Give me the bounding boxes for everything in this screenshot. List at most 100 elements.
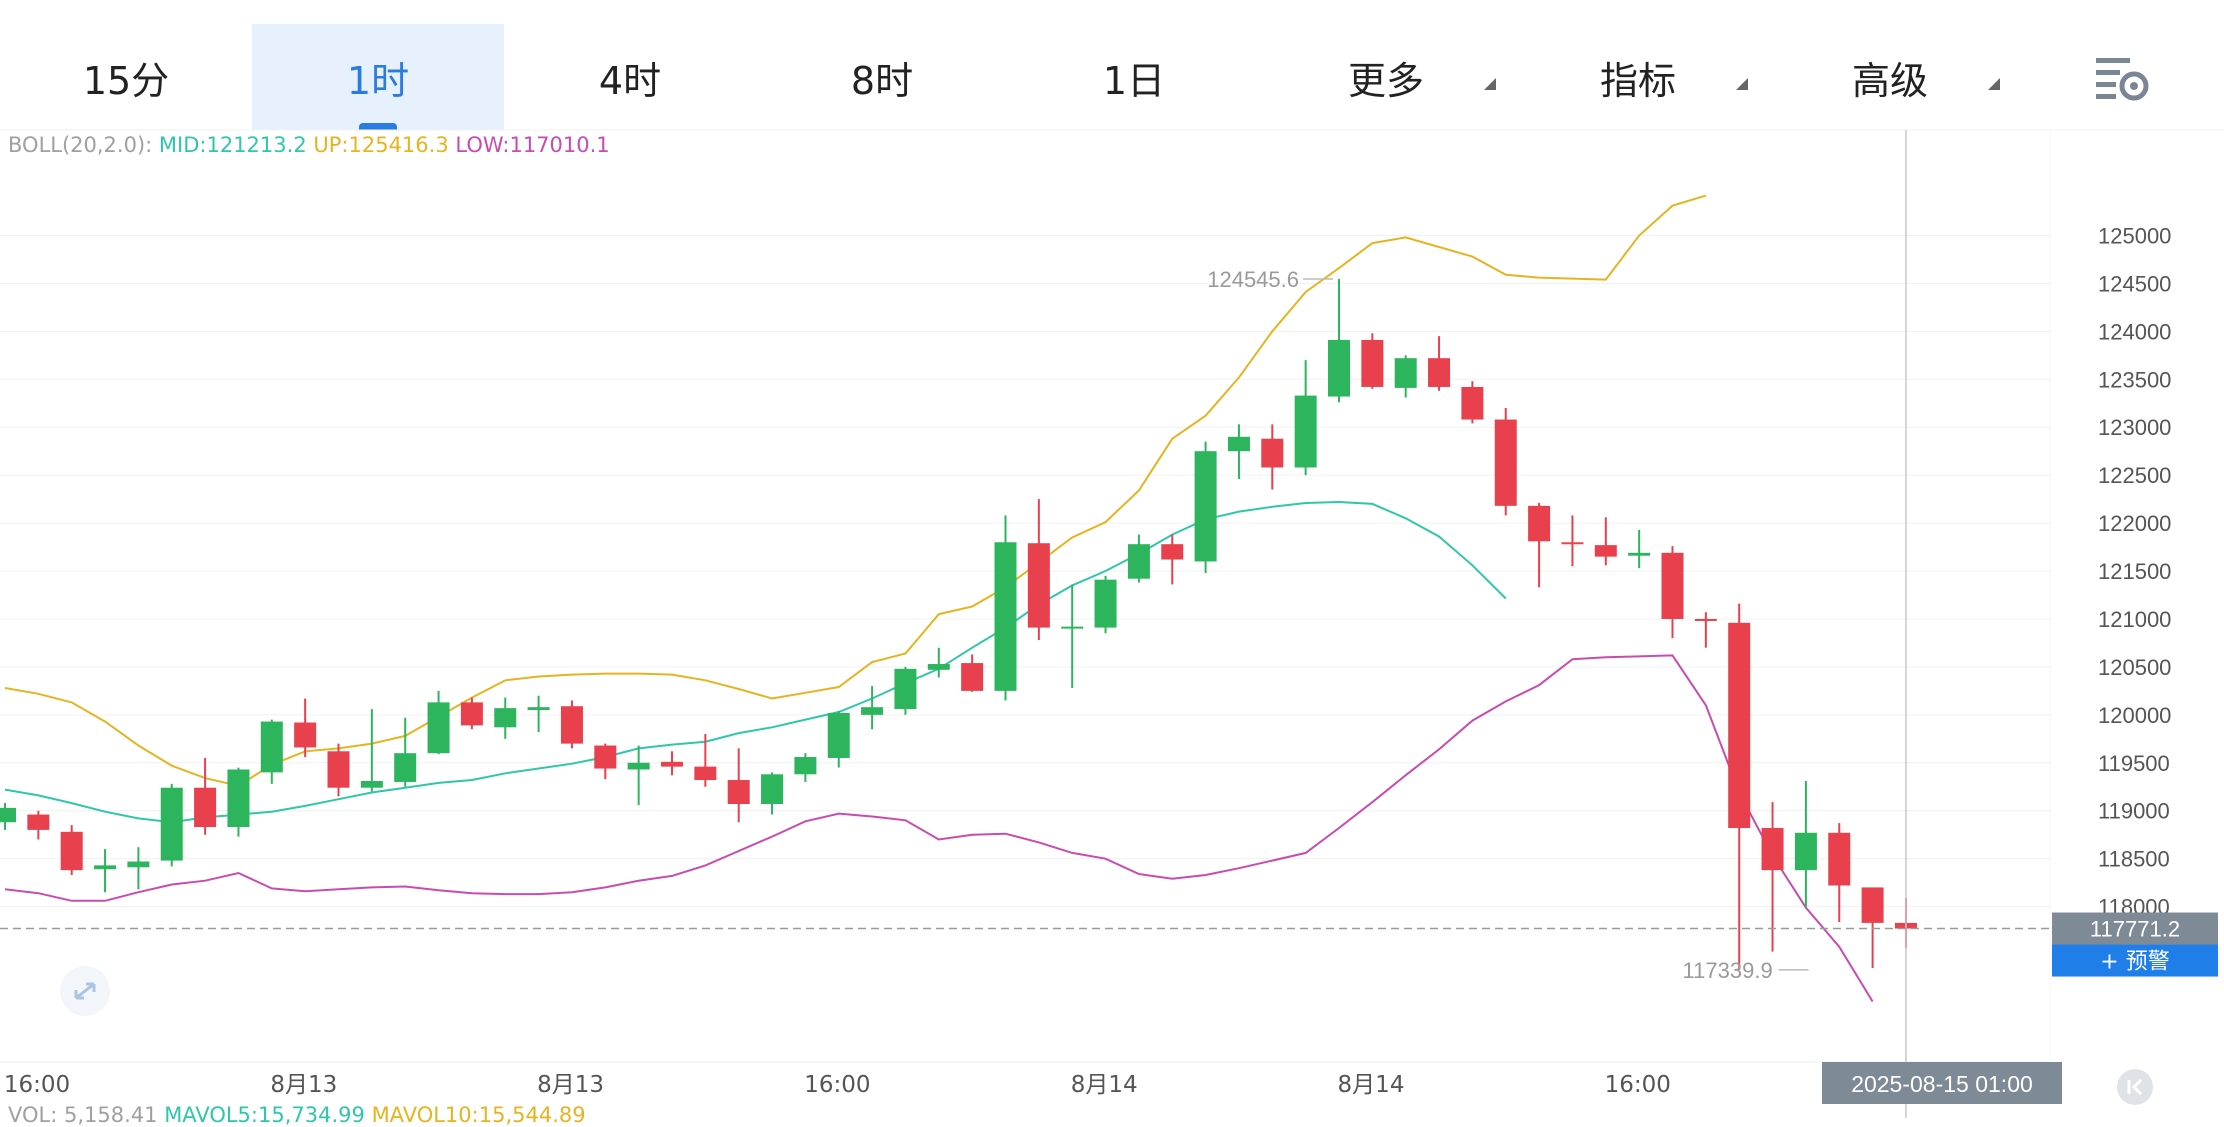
candle-body[interactable] [1161,544,1184,560]
x-tick-label: 8月13 [537,1072,604,1098]
candle-body[interactable] [1328,339,1350,397]
boll-label: BOLL(20,2.0): [8,133,153,157]
y-tick-label: 119500 [2098,751,2170,776]
back-to-latest-button[interactable] [2117,1069,2153,1105]
candle-body[interactable] [594,745,617,769]
candle-body[interactable] [1027,543,1050,628]
candle-body[interactable] [761,774,784,805]
candle-body[interactable] [460,702,483,726]
vol-value: VOL: 5,158.41 [8,1103,158,1127]
candle-body[interactable] [1261,438,1284,468]
last-price-tag [2052,912,2218,945]
candle-body[interactable] [1694,618,1717,621]
candle-body[interactable] [827,712,850,758]
back-to-latest-icon [2127,1078,2143,1096]
candle-body[interactable] [1794,832,1817,871]
candle-body[interactable] [927,664,950,670]
x-tick-label: 8月14 [1338,1072,1405,1098]
tab-label: 1时 [346,58,410,103]
candle-body[interactable] [1361,339,1384,387]
candle-body[interactable] [194,787,217,828]
candle-body[interactable] [1828,832,1851,886]
candle-body[interactable] [1428,358,1451,387]
tab-0[interactable]: 15分 [0,24,252,130]
crosshair-time-tag [1822,1062,2062,1104]
candle-body[interactable] [1094,579,1117,628]
candle-body[interactable] [494,708,517,728]
y-tick-label: 123500 [2098,367,2171,392]
y-tick-label: 118500 [2098,847,2170,872]
candle-body[interactable] [1628,552,1651,556]
settings-icon[interactable] [2094,54,2150,102]
candle-body[interactable] [794,757,817,775]
candle-body[interactable] [1461,386,1484,420]
candle-body[interactable] [1294,395,1317,468]
tab-label: 4时 [598,58,662,103]
candle-body[interactable] [994,542,1017,691]
tab-7[interactable]: 高级 [1764,24,2016,130]
candle-body[interactable] [260,721,283,773]
candle-body[interactable] [1127,544,1150,579]
tab-4[interactable]: 1日 [1008,24,1260,130]
tab-label: 15分 [82,58,170,103]
candle-body[interactable] [1761,827,1784,871]
boll-up-line [4,194,1707,787]
candle-body[interactable] [694,766,717,781]
candle-body[interactable] [861,707,884,715]
candle-body[interactable] [894,668,917,710]
tab-6[interactable]: 指标 [1512,24,1764,130]
candle-body[interactable] [1661,552,1684,619]
candle-body[interactable] [661,761,683,767]
vol-legend: VOL: 5,158.41 MAVOL5:15,734.99 MAVOL10:1… [8,1103,586,1127]
tab-5[interactable]: 更多 [1260,24,1512,130]
tab-3[interactable]: 8时 [756,24,1008,130]
candle-body[interactable] [60,831,83,871]
candle-body[interactable] [27,814,50,830]
candle-body[interactable] [560,706,583,744]
boll-up-value: UP:125416.3 [313,133,449,157]
boll-legend: BOLL(20,2.0): MID:121213.2 UP:125416.3 L… [8,133,610,157]
candle-body[interactable] [1861,887,1884,923]
high-marker-label: 124545.6 [1207,267,1299,292]
candle-body[interactable] [0,807,16,823]
candle-body[interactable] [727,780,750,805]
tab-2[interactable]: 4时 [504,24,756,130]
candle-body[interactable] [127,861,150,868]
y-tick-label: 121500 [2098,559,2171,584]
y-tick-label: 120000 [2098,703,2171,728]
candle-body[interactable] [1394,358,1417,388]
candle-body[interactable] [294,722,317,748]
x-tick-label: 8月13 [270,1072,337,1098]
x-tick-label: 16:00 [804,1072,870,1098]
candle-body[interactable] [160,787,183,861]
candle-body[interactable] [1194,451,1217,562]
candle-body[interactable] [327,751,350,788]
interval-tabs: 15分 1时 4时 8时 1日 更多 指标 高级 [0,0,2224,130]
candle-body[interactable] [94,865,117,870]
candle-body[interactable] [1494,419,1517,506]
candle-body[interactable] [1227,436,1250,452]
candle-body[interactable] [1728,622,1751,828]
candle-body[interactable] [1061,626,1084,629]
alert-button[interactable] [2052,944,2218,977]
dropdown-caret-icon [1736,78,1748,90]
expand-button[interactable] [60,966,110,1016]
candle-body[interactable] [1528,505,1551,542]
candle-body[interactable] [627,762,650,770]
candle-body[interactable] [360,781,383,788]
y-tick-label: 122000 [2098,511,2171,536]
candle-body[interactable] [527,707,550,711]
tab-1[interactable]: 1时 [252,24,504,130]
candle-body[interactable] [227,769,250,828]
candle-body[interactable] [394,753,417,782]
candle-body[interactable] [961,663,984,691]
y-tick-label: 119000 [2098,799,2170,824]
candle-body[interactable] [1594,545,1617,557]
candle-body[interactable] [427,702,450,754]
tab-label: 1日 [1102,58,1166,103]
tab-label: 更多 [1347,58,1424,103]
candle-body[interactable] [1561,542,1584,545]
active-tab-indicator [359,123,397,130]
low-marker-label: 117339.9 [1683,958,1773,983]
